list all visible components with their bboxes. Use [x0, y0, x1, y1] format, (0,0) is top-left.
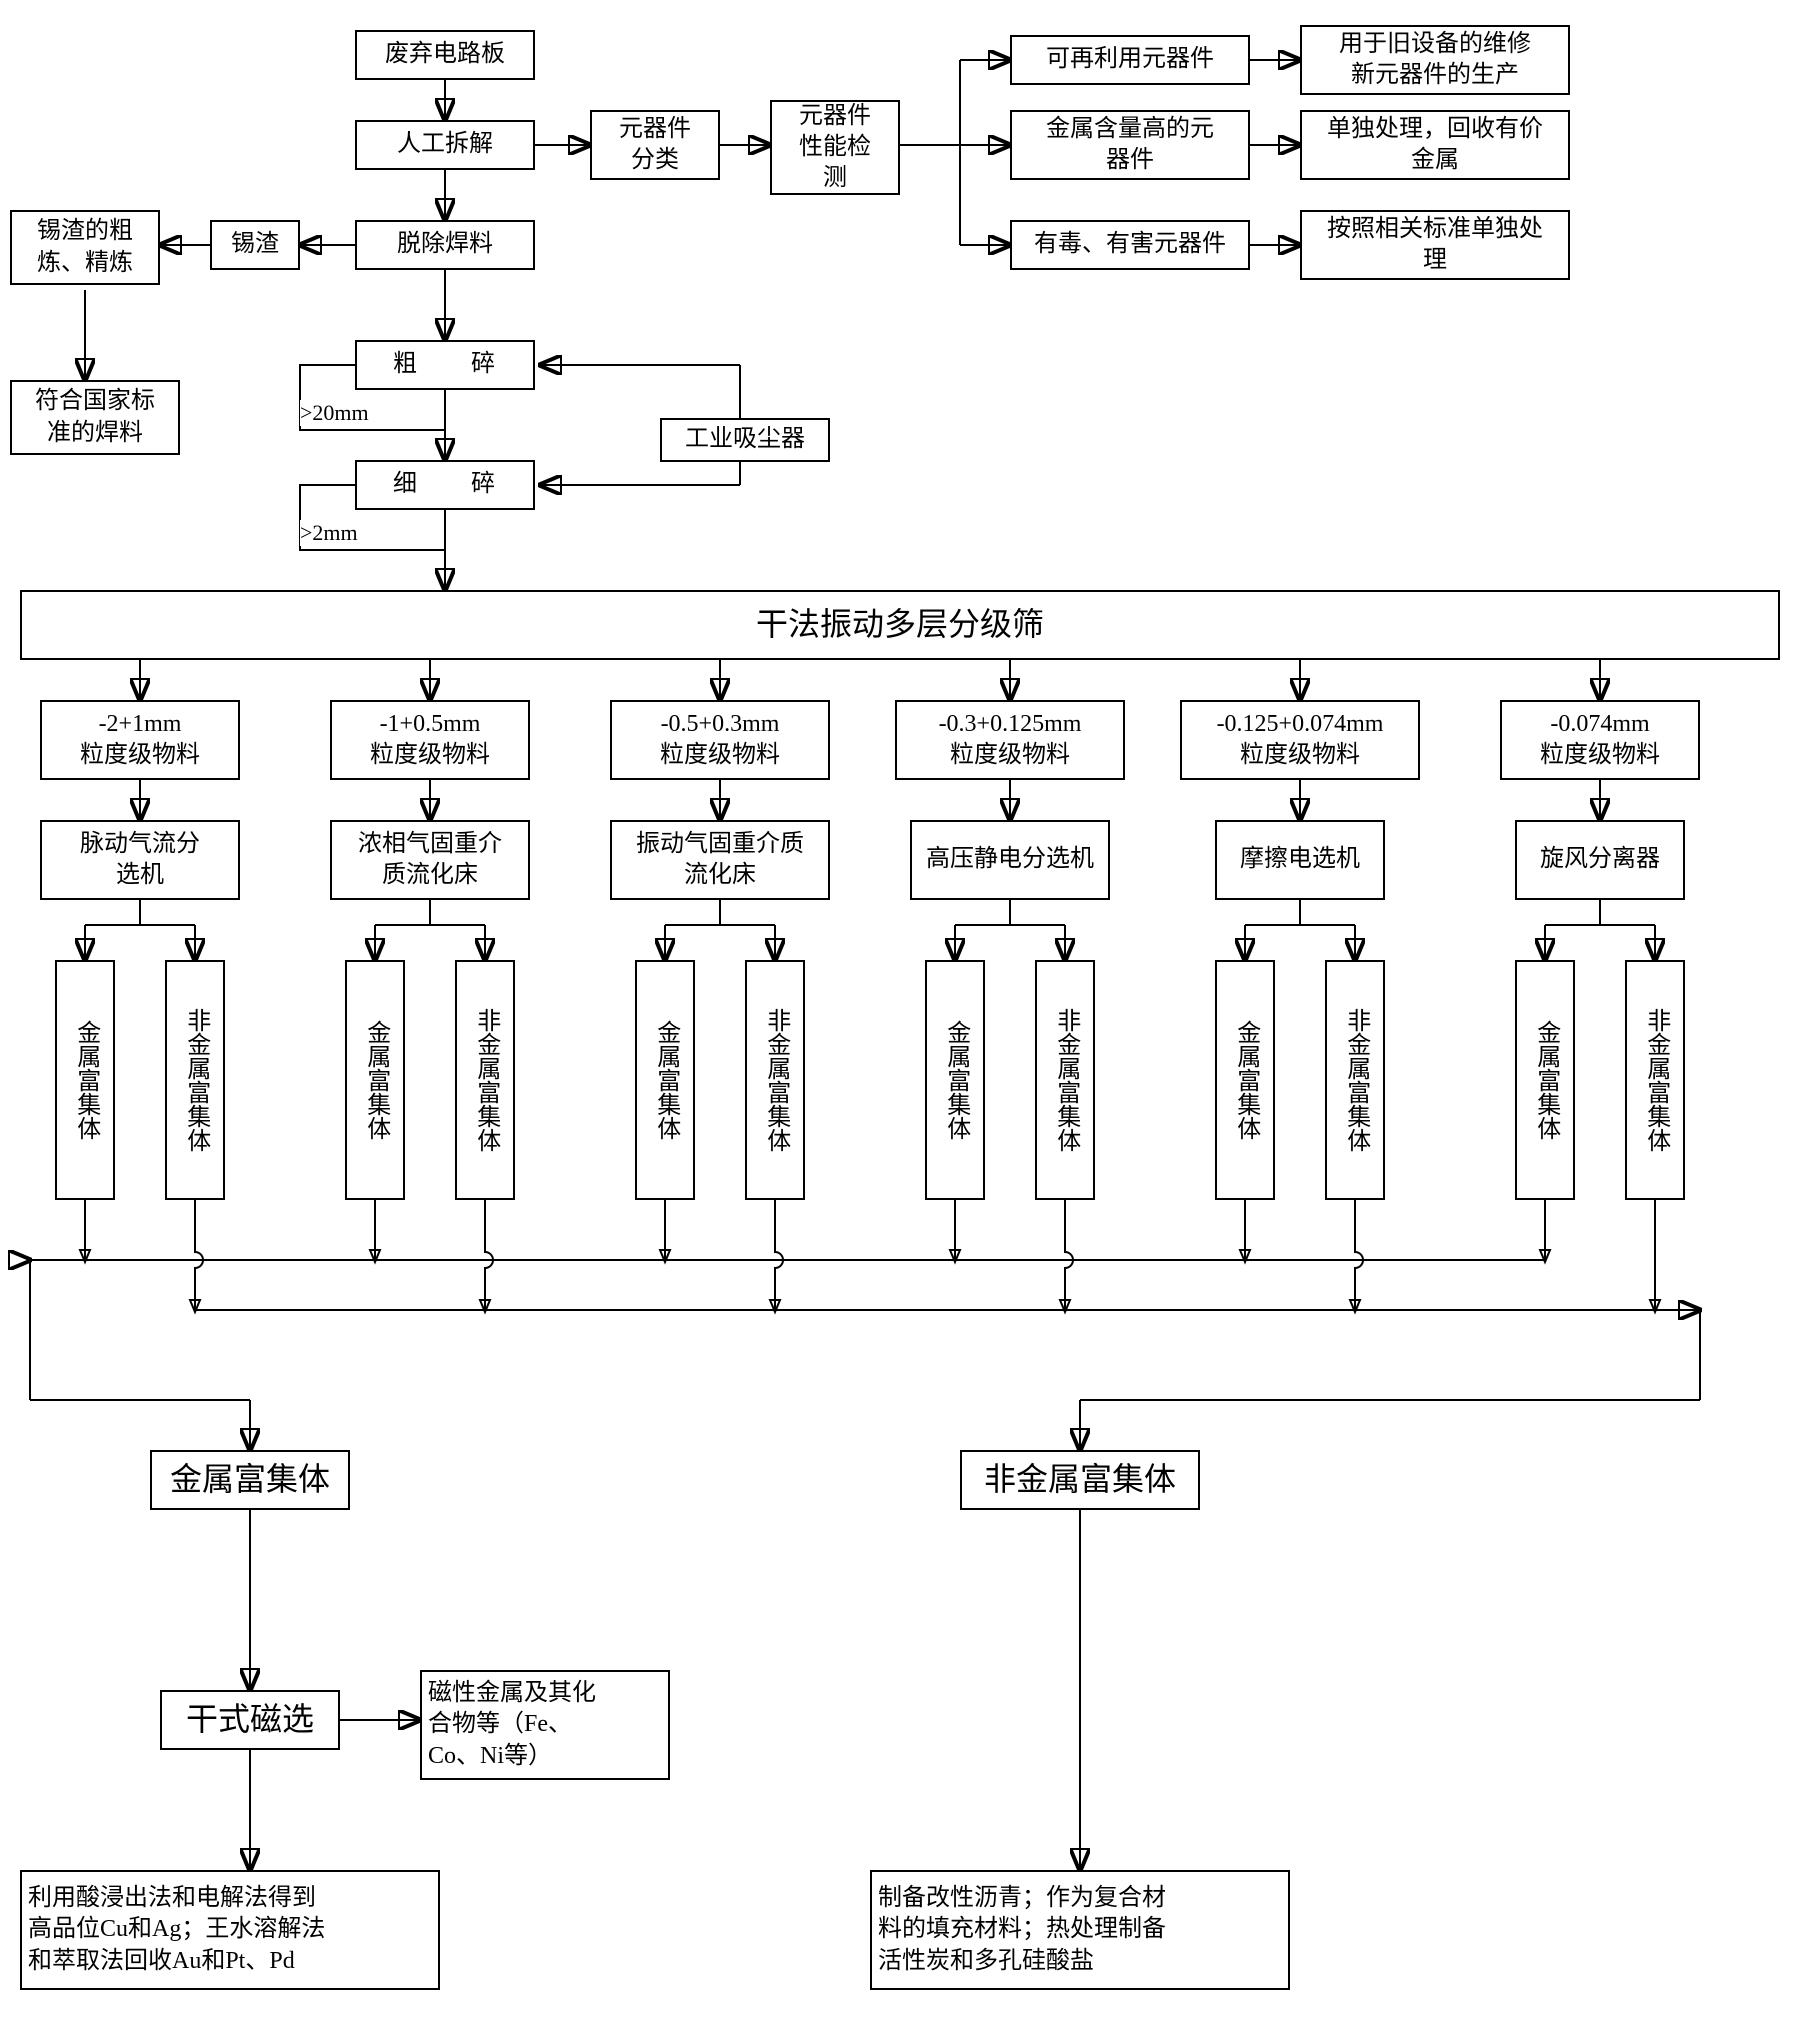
- node-highmetal-out: 单独处理，回收有价 金属: [1300, 110, 1570, 180]
- size-5: -0.074mm 粒度级物料: [1500, 700, 1700, 780]
- text: 人工拆解: [397, 129, 493, 160]
- node-slag: 锡渣: [210, 220, 300, 270]
- node-highmetal: 金属含量高的元 器件: [1010, 110, 1250, 180]
- nonmetal-3: 非金属富集体: [1035, 960, 1095, 1200]
- nonmetal-0: 非金属富集体: [165, 960, 225, 1200]
- text: 金属含量高的元 器件: [1046, 114, 1214, 176]
- node-standard: 符合国家标 准的焊料: [10, 380, 180, 455]
- size-1: -1+0.5mm 粒度级物料: [330, 700, 530, 780]
- text: 单独处理，回收有价 金属: [1327, 114, 1543, 176]
- node-sieve: 干法振动多层分级筛: [20, 590, 1780, 660]
- sep-0: 脉动气流分 选机: [40, 820, 240, 900]
- text: 废弃电路板: [385, 39, 505, 70]
- nonmetal-5: 非金属富集体: [1625, 960, 1685, 1200]
- nonmetal-1: 非金属富集体: [455, 960, 515, 1200]
- text: 有毒、有害元器件: [1034, 229, 1226, 260]
- node-toxic: 有毒、有害元器件: [1010, 220, 1250, 270]
- node-toxic-out: 按照相关标准单独处 理: [1300, 210, 1570, 280]
- text: 元器件 性能检 测: [799, 101, 871, 195]
- nonmetal-2: 非金属富集体: [745, 960, 805, 1200]
- node-manual: 人工拆解: [355, 120, 535, 170]
- metal-final: 利用酸浸出法和电解法得到 高品位Cu和Ag；王水溶解法 和萃取法回收Au和Pt、…: [20, 1870, 440, 1990]
- text: 用于旧设备的维修 新元器件的生产: [1339, 29, 1531, 91]
- sep-5: 旋风分离器: [1515, 820, 1685, 900]
- text: 细 碎: [393, 469, 497, 500]
- text: 锡渣的粗 炼、精炼: [37, 216, 133, 278]
- node-vacuum: 工业吸尘器: [660, 418, 830, 462]
- magsep: 干式磁选: [160, 1690, 340, 1750]
- nonmetal-4: 非金属富集体: [1325, 960, 1385, 1200]
- metal-3: 金属富集体: [925, 960, 985, 1200]
- metal-2: 金属富集体: [635, 960, 695, 1200]
- label-gt2: >2mm: [300, 520, 358, 546]
- label-gt20: >20mm: [300, 400, 369, 426]
- node-refine: 锡渣的粗 炼、精炼: [10, 210, 160, 285]
- text: 符合国家标 准的焊料: [35, 386, 155, 448]
- sep-4: 摩擦电选机: [1215, 820, 1385, 900]
- metal-1: 金属富集体: [345, 960, 405, 1200]
- node-perf: 元器件 性能检 测: [770, 100, 900, 195]
- size-2: -0.5+0.3mm 粒度级物料: [610, 700, 830, 780]
- metal-agg: 金属富集体: [150, 1450, 350, 1510]
- nonmetal-agg: 非金属富集体: [960, 1450, 1200, 1510]
- node-coarse: 粗 碎: [355, 340, 535, 390]
- text: 元器件 分类: [619, 114, 691, 176]
- text: 按照相关标准单独处 理: [1327, 214, 1543, 276]
- metal-4: 金属富集体: [1215, 960, 1275, 1200]
- text: 干法振动多层分级筛: [756, 604, 1044, 646]
- text: 工业吸尘器: [685, 424, 805, 455]
- size-4: -0.125+0.074mm 粒度级物料: [1180, 700, 1420, 780]
- sep-3: 高压静电分选机: [910, 820, 1110, 900]
- node-start: 废弃电路板: [355, 30, 535, 80]
- node-reusable: 可再利用元器件: [1010, 35, 1250, 85]
- node-classify: 元器件 分类: [590, 110, 720, 180]
- metal-0: 金属富集体: [55, 960, 115, 1200]
- text: 粗 碎: [393, 349, 497, 380]
- sep-1: 浓相气固重介 质流化床: [330, 820, 530, 900]
- text: 锡渣: [231, 229, 279, 260]
- node-solder: 脱除焊料: [355, 220, 535, 270]
- node-reusable-out: 用于旧设备的维修 新元器件的生产: [1300, 25, 1570, 95]
- nonmetal-final: 制备改性沥青；作为复合材 料的填充材料；热处理制备 活性炭和多孔硅酸盐: [870, 1870, 1290, 1990]
- text: 脱除焊料: [397, 229, 493, 260]
- size-3: -0.3+0.125mm 粒度级物料: [895, 700, 1125, 780]
- metal-5: 金属富集体: [1515, 960, 1575, 1200]
- size-0: -2+1mm 粒度级物料: [40, 700, 240, 780]
- mag-out: 磁性金属及其化 合物等（Fe、 Co、Ni等）: [420, 1670, 670, 1780]
- node-fine: 细 碎: [355, 460, 535, 510]
- text: 可再利用元器件: [1046, 44, 1214, 75]
- sep-2: 振动气固重介质 流化床: [610, 820, 830, 900]
